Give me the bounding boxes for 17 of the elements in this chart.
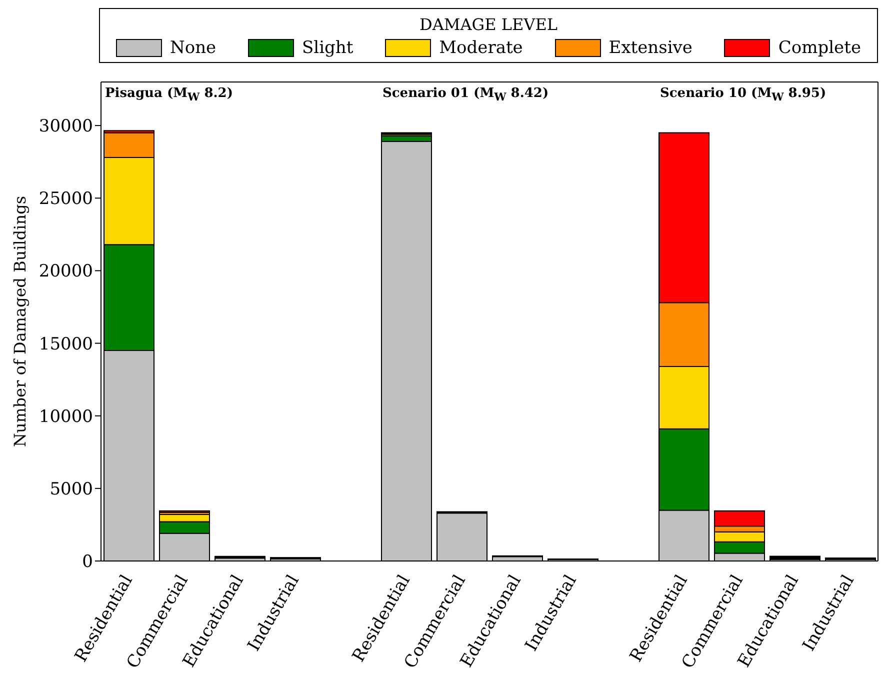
legend-label: Complete bbox=[778, 38, 862, 58]
y-tick-label: 10000 bbox=[38, 406, 93, 427]
annotation: Pisagua (M$_{W}$ 8.2) bbox=[105, 86, 233, 104]
legend-title: DAMAGE LEVEL bbox=[418, 15, 559, 34]
annotation: Scenario 01 (M$_{W}$ 8.42) bbox=[382, 86, 549, 104]
y-tick-label: 20000 bbox=[38, 262, 93, 282]
legend-label: Extensive bbox=[608, 38, 692, 58]
y-tick-label: 15000 bbox=[38, 334, 93, 354]
y-tick-label: 30000 bbox=[38, 116, 93, 137]
y-axis-title: Number of Damaged Buildings bbox=[10, 196, 30, 448]
annotation: Scenario 10 (M$_{W}$ 8.95) bbox=[660, 86, 826, 104]
y-tick-label: 5000 bbox=[50, 479, 93, 500]
legend-label: Moderate bbox=[439, 38, 523, 58]
y-tick-label: 25000 bbox=[38, 189, 93, 210]
legend-label: None bbox=[170, 38, 216, 58]
legend-label: Slight bbox=[302, 38, 354, 58]
y-tick-label: 0 bbox=[82, 552, 93, 572]
